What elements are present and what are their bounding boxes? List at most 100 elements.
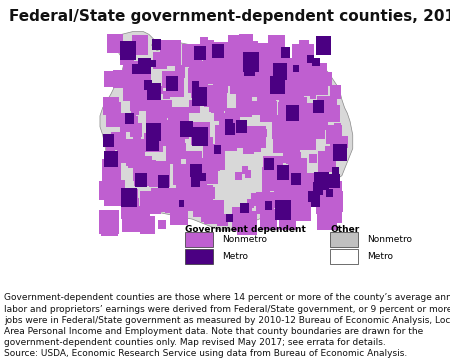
Bar <box>313 75 324 89</box>
Bar <box>150 60 156 67</box>
Polygon shape <box>100 32 353 230</box>
Bar <box>147 131 153 139</box>
Bar <box>326 125 342 144</box>
Bar <box>176 173 194 195</box>
Bar <box>230 68 252 94</box>
Bar <box>138 172 147 182</box>
Bar <box>273 63 288 80</box>
Bar <box>268 35 285 56</box>
Bar <box>288 158 307 181</box>
Bar <box>309 111 321 126</box>
Bar <box>256 51 265 62</box>
Bar <box>136 156 152 176</box>
Bar <box>331 210 342 223</box>
Bar <box>266 197 272 203</box>
Bar <box>146 196 161 214</box>
Bar <box>251 193 262 206</box>
Bar <box>326 161 332 168</box>
Bar <box>175 175 181 183</box>
Bar <box>165 77 173 87</box>
Bar <box>271 165 284 181</box>
Bar <box>121 140 131 152</box>
Bar <box>209 95 223 112</box>
Bar <box>120 52 130 64</box>
Bar <box>158 175 169 188</box>
Bar <box>127 191 134 200</box>
Bar <box>183 194 197 211</box>
Bar <box>330 143 343 158</box>
Bar <box>147 83 162 100</box>
Bar <box>130 49 136 57</box>
Bar <box>257 49 270 65</box>
Bar <box>191 91 197 98</box>
Bar <box>137 39 144 47</box>
Bar <box>194 195 212 217</box>
Bar <box>214 109 224 121</box>
Bar <box>104 180 125 206</box>
Bar <box>136 79 148 93</box>
Bar <box>283 112 297 129</box>
Bar <box>135 208 144 219</box>
Bar <box>291 120 310 143</box>
Bar <box>144 80 152 90</box>
Bar <box>183 54 194 67</box>
FancyBboxPatch shape <box>185 232 213 247</box>
Bar <box>204 209 217 224</box>
Bar <box>173 85 182 96</box>
Bar <box>215 155 220 161</box>
Bar <box>142 205 148 213</box>
Bar <box>243 53 259 72</box>
Bar <box>225 108 240 126</box>
Bar <box>306 118 313 125</box>
Bar <box>133 166 145 181</box>
Bar <box>309 154 317 163</box>
Bar <box>182 44 202 67</box>
Bar <box>120 41 136 60</box>
Bar <box>123 65 140 85</box>
Bar <box>130 62 150 87</box>
Bar <box>192 127 208 146</box>
Bar <box>263 44 283 67</box>
Bar <box>135 174 147 187</box>
Bar <box>311 75 328 95</box>
Bar <box>318 118 328 130</box>
Bar <box>106 141 115 152</box>
Bar <box>172 163 190 185</box>
Bar <box>180 121 193 136</box>
Bar <box>269 196 279 208</box>
Bar <box>230 42 248 64</box>
Bar <box>324 188 335 202</box>
Bar <box>274 178 294 202</box>
Bar <box>292 45 314 71</box>
Bar <box>131 116 138 125</box>
Bar <box>258 43 274 62</box>
Bar <box>186 150 202 169</box>
Bar <box>326 220 334 230</box>
Bar <box>170 212 180 225</box>
Bar <box>167 77 184 96</box>
Bar <box>131 106 139 115</box>
Bar <box>103 134 114 147</box>
Bar <box>163 91 170 99</box>
Bar <box>297 194 311 211</box>
Bar <box>134 167 150 186</box>
Bar <box>191 122 210 145</box>
Bar <box>225 59 232 66</box>
Bar <box>296 109 302 117</box>
Bar <box>132 35 148 55</box>
Bar <box>130 123 142 137</box>
Bar <box>213 150 221 160</box>
Bar <box>199 64 212 79</box>
Bar <box>260 101 277 122</box>
Bar <box>217 213 228 226</box>
Bar <box>178 177 189 190</box>
Bar <box>201 200 219 222</box>
Bar <box>310 195 320 207</box>
Bar <box>122 210 140 232</box>
Bar <box>260 129 267 137</box>
Bar <box>213 75 228 93</box>
Bar <box>326 191 343 212</box>
Bar <box>121 189 137 207</box>
Bar <box>316 36 331 55</box>
Bar <box>175 66 185 78</box>
